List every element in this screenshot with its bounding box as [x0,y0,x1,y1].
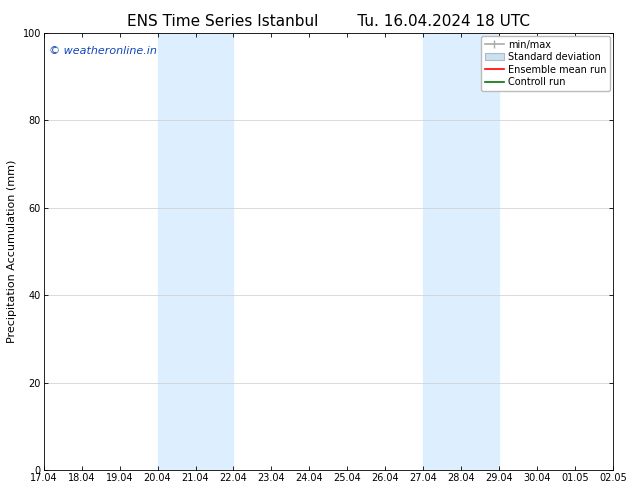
Legend: min/max, Standard deviation, Ensemble mean run, Controll run: min/max, Standard deviation, Ensemble me… [481,36,611,91]
Title: ENS Time Series Istanbul        Tu. 16.04.2024 18 UTC: ENS Time Series Istanbul Tu. 16.04.2024 … [127,14,530,29]
Bar [424,33,500,470]
Text: © weatheronline.in: © weatheronline.in [49,46,157,56]
Y-axis label: Precipitation Accumulation (mm): Precipitation Accumulation (mm) [7,160,17,343]
Bar [158,33,233,470]
